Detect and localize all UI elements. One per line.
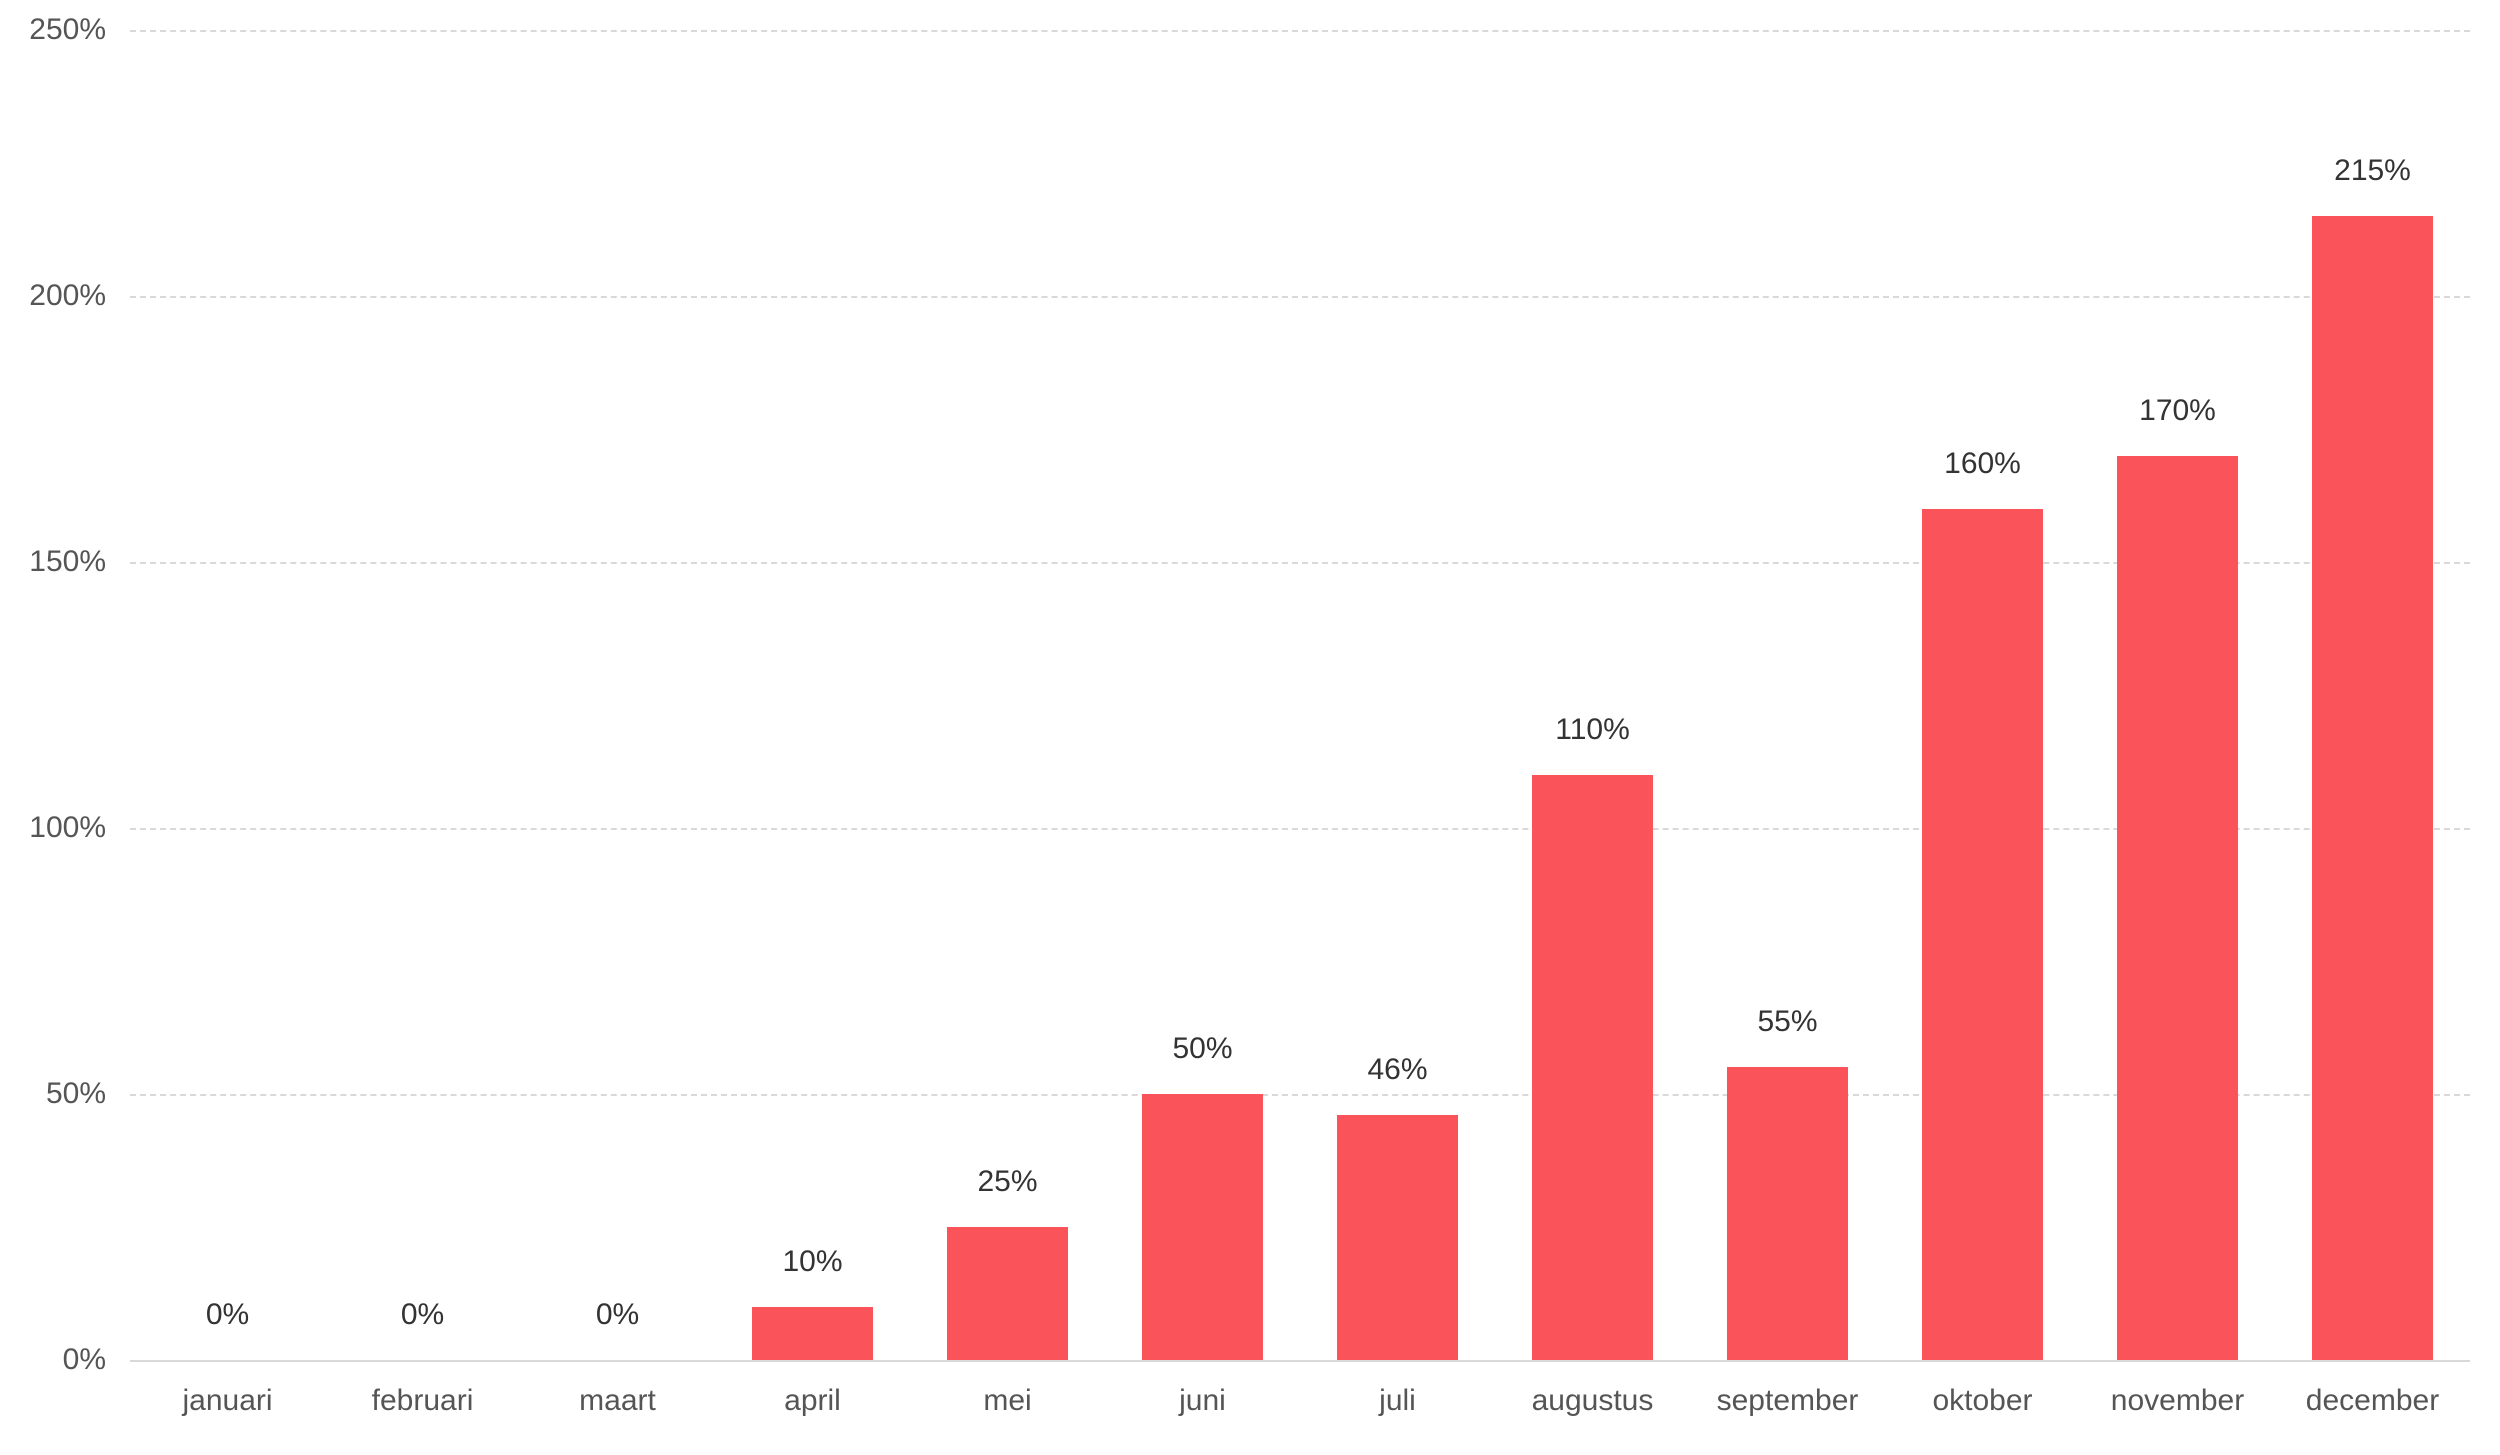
- bar-slot: 0%: [520, 30, 715, 1360]
- bars-container: 0% 0% 0% 10% 25% 50% 46% 110% 55% 160% 170% 215%: [130, 30, 2470, 1360]
- bar: [947, 1227, 1068, 1360]
- y-tick-label: 150%: [29, 545, 130, 579]
- bar-slot: 0%: [130, 30, 325, 1360]
- x-tick-label: april: [715, 1384, 910, 1418]
- x-tick-label: maart: [520, 1384, 715, 1418]
- bar-slot: 215%: [2275, 30, 2470, 1360]
- y-tick-label: 250%: [29, 13, 130, 47]
- bar-slot: 160%: [1885, 30, 2080, 1360]
- bar-value-label: 10%: [782, 1245, 842, 1279]
- bar-value-label: 160%: [1944, 447, 2021, 481]
- bar-slot: 170%: [2080, 30, 2275, 1360]
- y-tick-label: 200%: [29, 279, 130, 313]
- y-tick-label: 50%: [46, 1077, 130, 1111]
- bar: [1922, 509, 2043, 1360]
- bar-value-label: 170%: [2139, 394, 2216, 428]
- x-tick-label: mei: [910, 1384, 1105, 1418]
- x-tick-label: oktober: [1885, 1384, 2080, 1418]
- x-axis: januarifebruarimaartaprilmeijunijuliaugu…: [130, 1384, 2470, 1418]
- bar: [2117, 456, 2238, 1360]
- bar: [1142, 1094, 1263, 1360]
- x-tick-label: februari: [325, 1384, 520, 1418]
- x-tick-label: juli: [1300, 1384, 1495, 1418]
- bar-slot: 55%: [1690, 30, 1885, 1360]
- bar: [1727, 1067, 1848, 1360]
- bar-value-label: 0%: [596, 1298, 639, 1332]
- bar-value-label: 46%: [1367, 1053, 1427, 1087]
- bar-value-label: 55%: [1757, 1005, 1817, 1039]
- y-tick-label: 0%: [63, 1343, 130, 1377]
- bar-value-label: 215%: [2334, 154, 2411, 188]
- x-tick-label: juni: [1105, 1384, 1300, 1418]
- x-tick-label: september: [1690, 1384, 1885, 1418]
- bar-slot: 110%: [1495, 30, 1690, 1360]
- bar-slot: 46%: [1300, 30, 1495, 1360]
- bar-slot: 50%: [1105, 30, 1300, 1360]
- bar: [1337, 1115, 1458, 1360]
- gridline: [130, 1360, 2470, 1362]
- bar: [2312, 216, 2433, 1360]
- bar-value-label: 50%: [1172, 1032, 1232, 1066]
- x-tick-label: november: [2080, 1384, 2275, 1418]
- bar-value-label: 0%: [206, 1298, 249, 1332]
- x-tick-label: augustus: [1495, 1384, 1690, 1418]
- bar-slot: 10%: [715, 30, 910, 1360]
- bar-value-label: 25%: [977, 1165, 1037, 1199]
- bar-value-label: 110%: [1555, 713, 1630, 747]
- plot-area: 0% 0% 0% 10% 25% 50% 46% 110% 55% 160% 170% 215% 0%…: [130, 30, 2470, 1360]
- bar-value-label: 0%: [401, 1298, 444, 1332]
- bar-slot: 25%: [910, 30, 1105, 1360]
- bar: [752, 1307, 873, 1360]
- bar: [1532, 775, 1653, 1360]
- y-tick-label: 100%: [29, 811, 130, 845]
- bar-slot: 0%: [325, 30, 520, 1360]
- bar-chart: 0% 0% 0% 10% 25% 50% 46% 110% 55% 160% 170% 215% 0%…: [0, 0, 2500, 1455]
- x-tick-label: januari: [130, 1384, 325, 1418]
- x-tick-label: december: [2275, 1384, 2470, 1418]
